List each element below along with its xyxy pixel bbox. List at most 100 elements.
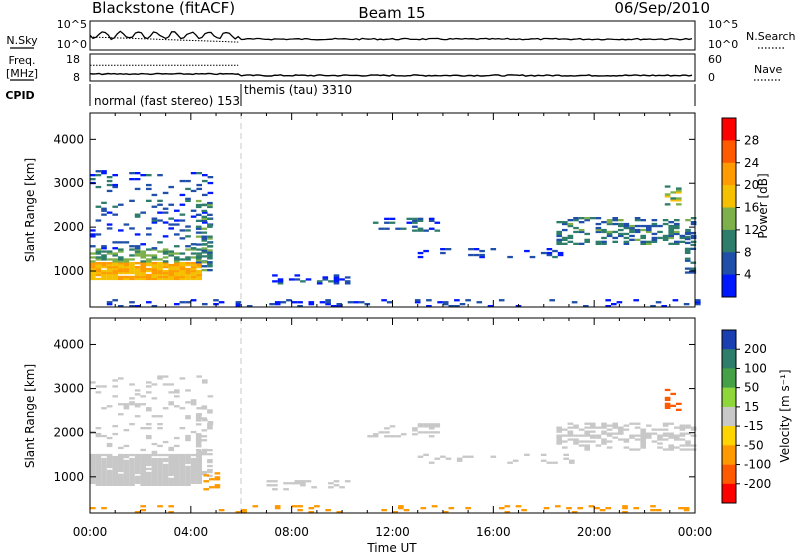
data-cell — [668, 226, 674, 230]
data-cell — [129, 481, 135, 484]
colorbar-tick-label: 15 — [744, 400, 759, 414]
data-cell — [179, 264, 186, 267]
data-cell — [650, 305, 656, 308]
data-cell — [664, 185, 671, 188]
data-cell — [629, 224, 635, 228]
data-cell — [174, 477, 180, 480]
data-cell — [573, 434, 579, 437]
data-cell — [207, 237, 213, 240]
data-cell — [562, 236, 568, 240]
data-cell — [151, 219, 158, 222]
data-cell — [90, 463, 96, 467]
data-cell — [676, 402, 682, 405]
data-cell — [129, 479, 135, 482]
data-cell — [179, 473, 186, 476]
data-cell — [129, 423, 135, 426]
data-cell — [162, 269, 169, 273]
data-cell — [129, 475, 135, 478]
data-cell — [118, 453, 124, 457]
data-cell — [174, 269, 180, 273]
colorbar-swatch — [722, 426, 736, 446]
data-cell — [277, 280, 284, 283]
data-cell — [684, 241, 691, 245]
data-cell — [112, 258, 118, 261]
data-cell — [140, 266, 146, 269]
data-cell — [118, 461, 124, 465]
data-cell — [179, 469, 186, 473]
data-cell — [101, 245, 107, 248]
data-cell — [140, 395, 146, 398]
data-cell — [308, 507, 315, 510]
nsky-trace — [89, 30, 693, 41]
data-cell — [179, 252, 186, 255]
data-cell — [207, 249, 213, 252]
data-cell — [185, 457, 191, 461]
data-cell — [129, 467, 135, 471]
data-cell — [316, 280, 323, 283]
data-cell — [168, 227, 174, 230]
data-cell — [207, 245, 213, 248]
data-cell — [347, 301, 354, 304]
data-cell — [601, 440, 607, 443]
data-cell — [668, 228, 674, 232]
data-cell — [112, 260, 118, 263]
data-cell — [151, 247, 158, 250]
data-cell — [185, 262, 191, 265]
data-cell — [129, 258, 135, 261]
data-cell — [623, 242, 630, 245]
data-cell — [140, 252, 146, 255]
data-cell — [146, 269, 152, 273]
data-cell — [134, 254, 141, 257]
data-cell — [179, 475, 186, 478]
data-cell — [640, 428, 646, 431]
data-cell — [101, 473, 107, 476]
data-cell — [174, 436, 180, 440]
data-cell — [297, 509, 303, 512]
data-cell — [185, 248, 191, 251]
nsky-left-tick-top: 10^5 — [57, 18, 87, 31]
data-cell — [695, 301, 701, 304]
data-cell — [308, 511, 315, 514]
data-cell — [129, 275, 135, 279]
data-cell — [562, 428, 568, 431]
data-cell — [202, 381, 208, 384]
data-cell — [207, 468, 213, 472]
data-cell — [606, 221, 613, 224]
data-cell — [151, 483, 158, 486]
data-cell — [190, 477, 197, 480]
colorbar-frame — [721, 329, 737, 504]
data-cell — [201, 243, 208, 246]
colorbar-tick-label: 50 — [744, 381, 759, 395]
data-cell — [546, 253, 553, 257]
data-cell — [504, 505, 511, 508]
data-cell — [190, 399, 197, 402]
nsky-left-tick-bottom: 10^0 — [57, 38, 87, 51]
data-cell — [134, 471, 141, 475]
data-cell — [179, 267, 186, 271]
data-cell — [662, 234, 669, 238]
data-cell — [344, 282, 351, 285]
data-cell — [118, 377, 124, 380]
data-cell — [679, 438, 686, 441]
data-cell — [118, 264, 124, 267]
data-cell — [168, 185, 174, 189]
data-cell — [358, 301, 365, 304]
data-cell — [202, 221, 208, 224]
data-cell — [90, 481, 96, 484]
data-cell — [288, 482, 295, 485]
data-cell — [378, 227, 385, 230]
data-cell — [195, 464, 202, 468]
data-cell — [146, 381, 152, 384]
data-cell — [118, 465, 124, 469]
data-cell — [207, 263, 213, 266]
data-cell — [129, 401, 135, 404]
data-cell — [140, 271, 146, 275]
data-cell — [123, 277, 130, 281]
data-cell — [134, 461, 141, 465]
data-cell — [651, 432, 658, 435]
data-cell — [185, 483, 191, 486]
data-cell — [473, 253, 480, 257]
data-cell — [106, 442, 113, 446]
data-cell — [185, 197, 191, 200]
